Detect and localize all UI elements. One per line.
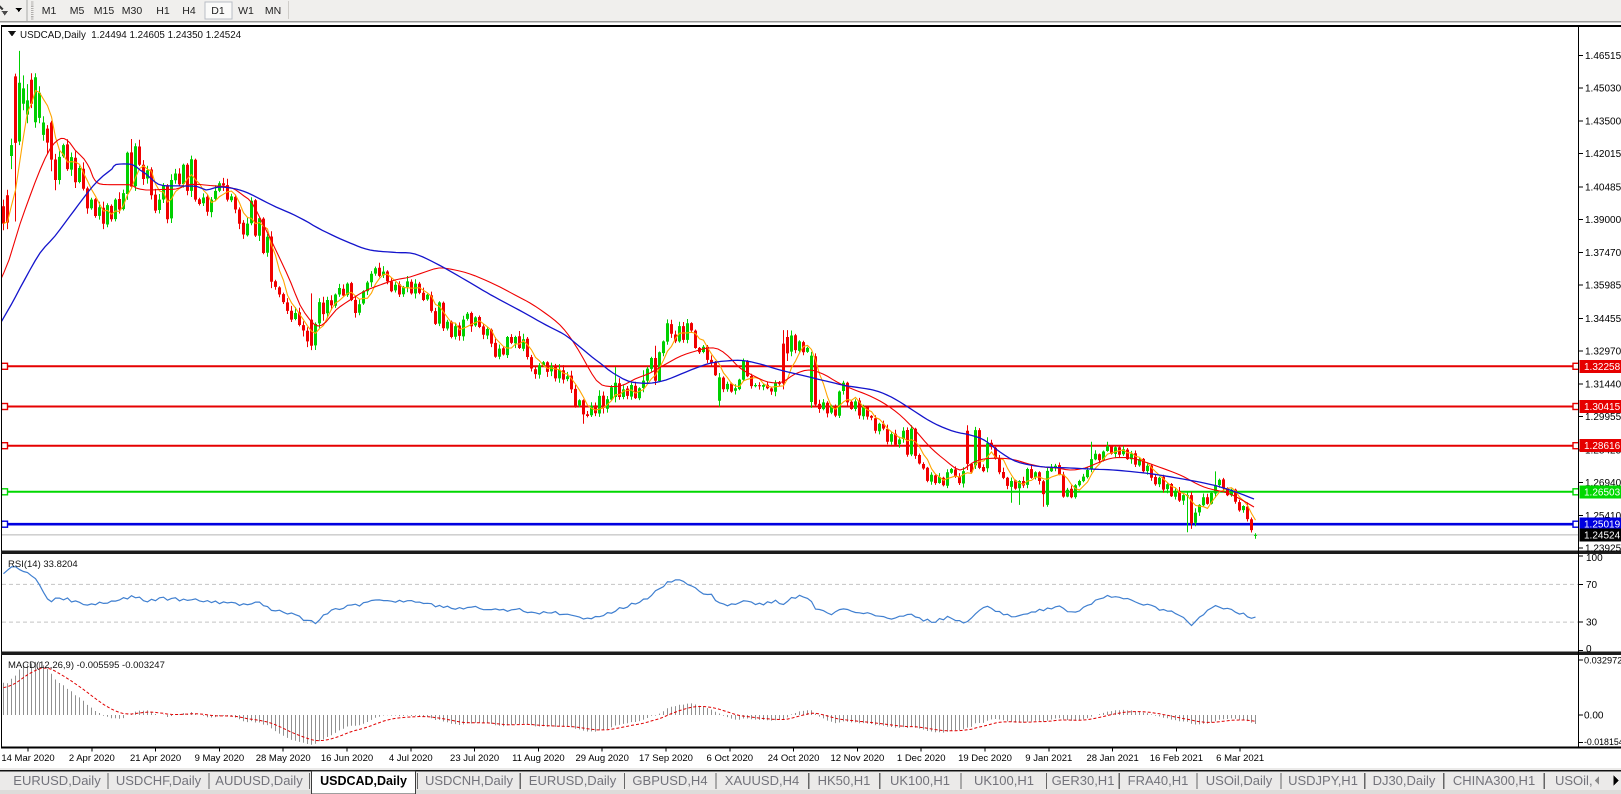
svg-text:70: 70 <box>1586 580 1598 591</box>
svg-text:1.39000: 1.39000 <box>1585 215 1621 226</box>
svg-text:1.23925: 1.23925 <box>1585 544 1621 555</box>
svg-text:16 Jun 2020: 16 Jun 2020 <box>321 753 373 764</box>
svg-text:6 Mar 2021: 6 Mar 2021 <box>1216 753 1264 764</box>
svg-text:30: 30 <box>1586 618 1598 629</box>
svg-text:MN: MN <box>265 5 281 17</box>
svg-text:D1: D1 <box>211 5 225 17</box>
svg-text:1.28616: 1.28616 <box>1584 441 1621 452</box>
svg-text:1.43500: 1.43500 <box>1585 117 1621 128</box>
svg-text:1.34455: 1.34455 <box>1585 314 1621 325</box>
svg-text:-0.018154: -0.018154 <box>1584 737 1621 747</box>
svg-text:6 Oct 2020: 6 Oct 2020 <box>707 753 753 764</box>
svg-text:1.26503: 1.26503 <box>1584 487 1621 498</box>
svg-text:0: 0 <box>1586 644 1592 655</box>
svg-text:9 Jan 2021: 9 Jan 2021 <box>1025 753 1072 764</box>
svg-text:MACD(12,26,9) -0.005595 -0.003: MACD(12,26,9) -0.005595 -0.003247 <box>8 660 165 671</box>
svg-text:USOil,Daily: USOil,Daily <box>1206 773 1273 788</box>
svg-text:23 Jul 2020: 23 Jul 2020 <box>450 753 499 764</box>
svg-text:1.31440: 1.31440 <box>1585 380 1621 391</box>
svg-text:1.45030: 1.45030 <box>1585 83 1621 94</box>
svg-text:1.32970: 1.32970 <box>1585 346 1621 357</box>
svg-text:12 Nov 2020: 12 Nov 2020 <box>830 753 884 764</box>
svg-text:1.25410: 1.25410 <box>1585 511 1621 522</box>
svg-text:UK100,H1: UK100,H1 <box>890 773 950 788</box>
svg-text:USDCAD,Daily 1.24494 1.24605: USDCAD,Daily 1.24494 1.24605 1.24350 1.2… <box>20 30 242 41</box>
svg-text:H1: H1 <box>156 5 170 17</box>
svg-text:1.30415: 1.30415 <box>1584 402 1621 413</box>
svg-text:21 Apr 2020: 21 Apr 2020 <box>130 753 181 764</box>
svg-text:RSI(14) 33.8204: RSI(14) 33.8204 <box>8 559 78 570</box>
svg-text:28 May 2020: 28 May 2020 <box>256 753 311 764</box>
svg-text:GBPUSD,H4: GBPUSD,H4 <box>632 773 707 788</box>
svg-text:HK50,H1: HK50,H1 <box>818 773 871 788</box>
svg-text:24 Oct 2020: 24 Oct 2020 <box>768 753 820 764</box>
svg-text:17 Sep 2020: 17 Sep 2020 <box>639 753 693 764</box>
svg-text:M5: M5 <box>70 5 85 17</box>
svg-text:2 Apr 2020: 2 Apr 2020 <box>69 753 115 764</box>
svg-text:M30: M30 <box>122 5 143 17</box>
svg-text:DJ30,Daily: DJ30,Daily <box>1373 773 1436 788</box>
svg-text:GER30,H1: GER30,H1 <box>1052 773 1115 788</box>
svg-text:FRA40,H1: FRA40,H1 <box>1128 773 1189 788</box>
svg-text:100: 100 <box>1586 553 1603 564</box>
svg-text:USDCAD,Daily: USDCAD,Daily <box>320 774 407 788</box>
svg-text:W1: W1 <box>238 5 254 17</box>
svg-text:4 Jul 2020: 4 Jul 2020 <box>389 753 433 764</box>
svg-text:1.40485: 1.40485 <box>1585 182 1621 193</box>
svg-text:USDCHF,Daily: USDCHF,Daily <box>116 773 202 788</box>
svg-text:M15: M15 <box>94 5 115 17</box>
svg-text:0.00: 0.00 <box>1584 711 1604 722</box>
svg-text:29 Aug 2020: 29 Aug 2020 <box>576 753 629 764</box>
svg-text:19 Dec 2020: 19 Dec 2020 <box>958 753 1012 764</box>
svg-text:28 Jan 2021: 28 Jan 2021 <box>1086 753 1138 764</box>
svg-text:EURUSD,Daily: EURUSD,Daily <box>13 773 101 788</box>
svg-text:1.25019: 1.25019 <box>1584 520 1621 531</box>
svg-text:AUDUSD,Daily: AUDUSD,Daily <box>215 773 303 788</box>
svg-text:9 May 2020: 9 May 2020 <box>195 753 245 764</box>
svg-text:USOil,: USOil, <box>1555 773 1593 788</box>
svg-text:1.42015: 1.42015 <box>1585 149 1621 160</box>
svg-text:1.32258: 1.32258 <box>1584 362 1621 373</box>
svg-text:14 Mar 2020: 14 Mar 2020 <box>1 753 54 764</box>
svg-text:1.37470: 1.37470 <box>1585 248 1621 259</box>
svg-text:1.29955: 1.29955 <box>1585 412 1621 423</box>
svg-text:USDJPY,H1: USDJPY,H1 <box>1288 773 1358 788</box>
svg-text:XAUUSD,H4: XAUUSD,H4 <box>725 773 799 788</box>
svg-text:11 Aug 2020: 11 Aug 2020 <box>512 753 565 764</box>
svg-text:1.26940: 1.26940 <box>1585 478 1621 489</box>
svg-text:1.24524: 1.24524 <box>1584 530 1621 541</box>
svg-text:1.46515: 1.46515 <box>1585 51 1621 62</box>
svg-text:1.35985: 1.35985 <box>1585 281 1621 292</box>
svg-text:H4: H4 <box>182 5 196 17</box>
svg-text:M1: M1 <box>42 5 57 17</box>
svg-text:0.032972: 0.032972 <box>1584 656 1621 666</box>
svg-text:1 Dec 2020: 1 Dec 2020 <box>897 753 946 764</box>
svg-text:USDCNH,Daily: USDCNH,Daily <box>425 773 514 788</box>
svg-text:CHINA300,H1: CHINA300,H1 <box>1453 773 1535 788</box>
svg-text:16 Feb 2021: 16 Feb 2021 <box>1150 753 1203 764</box>
svg-text:EURUSD,Daily: EURUSD,Daily <box>529 773 617 788</box>
svg-text:UK100,H1: UK100,H1 <box>974 773 1034 788</box>
